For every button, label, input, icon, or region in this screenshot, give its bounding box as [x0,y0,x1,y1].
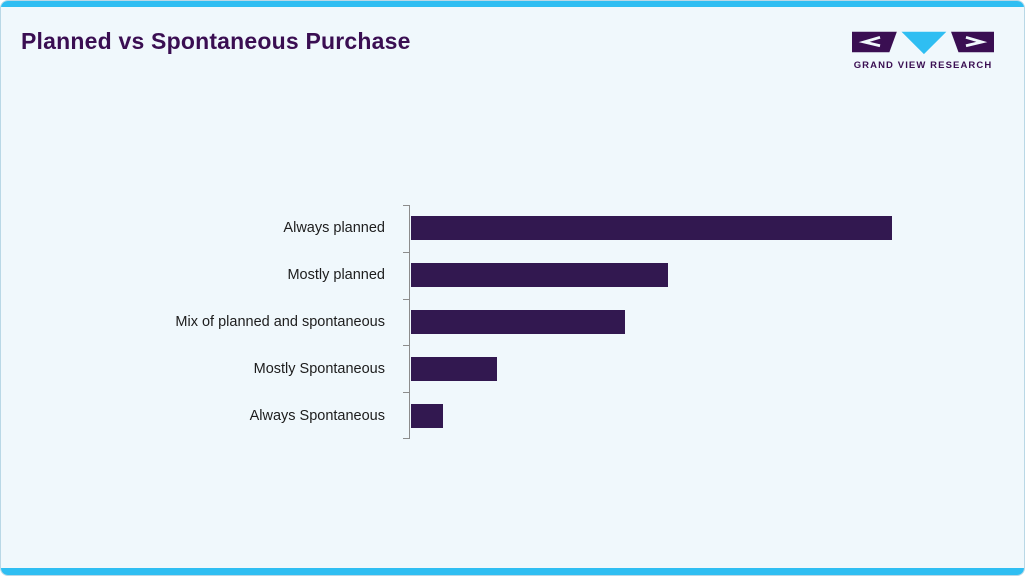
chart-row: Mostly Spontaneous [1,345,1024,392]
brand-logo-text: GRAND VIEW RESEARCH [853,60,993,71]
bottom-accent-bar [1,568,1024,575]
axis-tick [403,392,409,393]
bar-1 [411,263,668,288]
page-title: Planned vs Spontaneous Purchase [21,28,411,54]
category-label: Mostly planned [287,267,385,284]
chart-rows: Always planned Mostly planned Mix of plann… [1,205,1024,439]
brand-logo-icon [852,31,994,55]
axis-tick [403,299,409,300]
axis-tick [403,205,409,206]
chart-row: Mix of planned and spontaneous [1,299,1024,346]
chart-row: Always Spontaneous [1,392,1024,439]
category-label: Mostly Spontaneous [253,360,385,377]
axis-tick [403,438,409,439]
bar-2 [411,309,625,334]
chart-row: Always planned [1,205,1024,252]
category-label: Mix of planned and spontaneous [175,313,385,330]
axis-tick [403,252,409,253]
chart-y-axis [409,205,410,439]
axis-tick [403,345,409,346]
category-label: Always planned [283,220,385,237]
brand-logo: GRAND VIEW RESEARCH [852,27,994,71]
top-accent-bar [1,1,1024,7]
category-label: Always Spontaneous [249,407,385,424]
bar-0 [411,216,892,241]
bar-3 [411,356,497,381]
bar-chart: Always planned Mostly planned Mix of plann… [1,205,1024,439]
chart-row: Mostly planned [1,252,1024,299]
bar-4 [411,403,444,428]
